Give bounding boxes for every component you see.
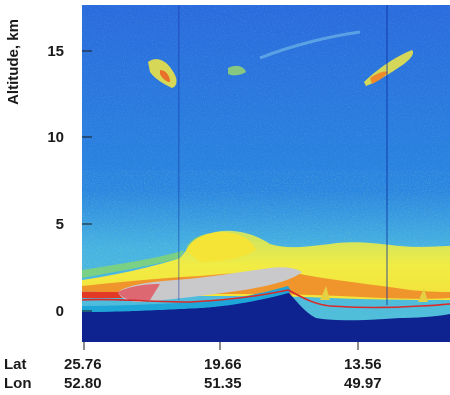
faint-cirrus-streak: [259, 30, 361, 60]
aerosol-green-fringe: [82, 234, 206, 278]
x-axis: Lat Lon 25.76 19.66 13.56 52.80 51.35 49…: [4, 342, 382, 392]
vertical-streak-1: [178, 5, 180, 300]
lat-value-3: 13.56: [344, 356, 382, 373]
vertical-streak-2: [386, 5, 388, 305]
cirrus-core-left: [160, 70, 170, 82]
lat-value-1: 25.76: [64, 356, 102, 373]
surface-spike-2: [418, 288, 428, 302]
y-axis: Altitude, km 15 10 5 0: [5, 19, 92, 320]
lat-row-label: Lat: [4, 356, 27, 373]
aerosol-upper-plume: [186, 232, 256, 262]
surface-spike-1: [320, 286, 330, 300]
surface-region: [82, 292, 450, 342]
lon-value-1: 52.80: [64, 375, 102, 392]
lat-value-2: 19.66: [204, 356, 242, 373]
lon-value-3: 49.97: [344, 375, 382, 392]
dense-dust-edge: [118, 284, 160, 301]
lon-row-label: Lon: [4, 375, 32, 392]
y-tick-label-5: 5: [56, 216, 64, 233]
y-tick-label-15: 15: [47, 43, 64, 60]
cirrus-patch-mid: [228, 65, 246, 76]
dense-dust-layer: [118, 267, 302, 302]
y-tick-label-10: 10: [47, 129, 64, 146]
cirrus-core-right: [370, 71, 388, 84]
plot-area: [82, 5, 450, 342]
y-axis-label: Altitude, km: [5, 19, 22, 105]
ground-line: [82, 289, 450, 309]
y-tick-label-0: 0: [56, 303, 64, 320]
surface-cyan-band: [82, 286, 292, 312]
lon-value-2: 51.35: [204, 375, 242, 392]
